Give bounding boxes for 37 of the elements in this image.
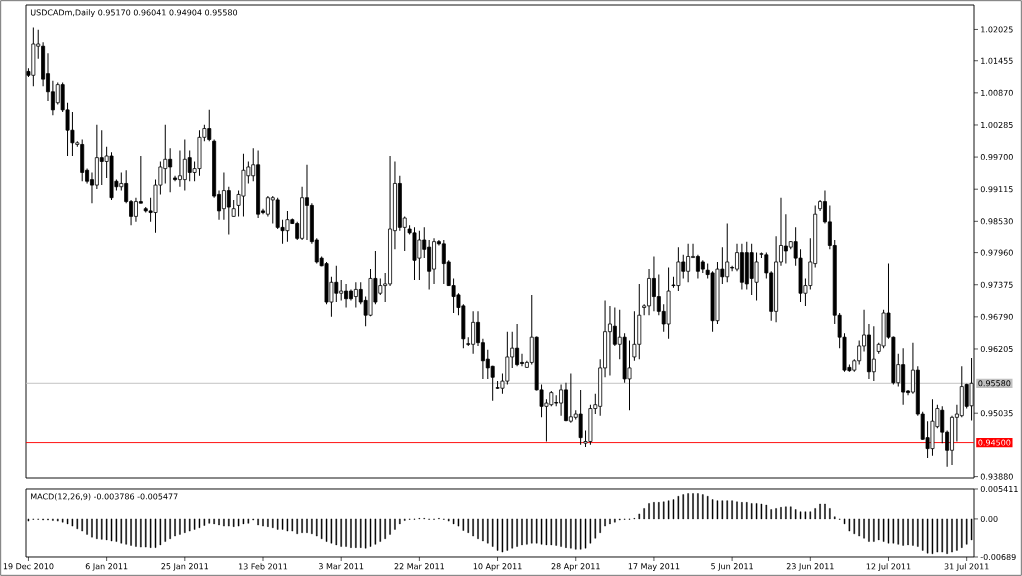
x-tick-label: 6 Jan 2011 [85, 563, 128, 571]
text: USDCADm,Daily 0.95170 0.96041 0.94904 0.95580 [30, 9, 238, 18]
x-tick-label: 19 Dec 2010 [3, 563, 54, 570]
y-tick-label: 1.00870 [981, 89, 1013, 96]
y-tick-label: 0.96790 [980, 313, 1013, 320]
x-tick-label: 22 Mar 2011 [394, 563, 444, 570]
ref-line-label: 0.94500 [978, 439, 1011, 446]
x-tick-label: 25 Jan 2011 [161, 563, 209, 571]
x-tick-label: 5 Jun 2011 [711, 563, 753, 571]
y-tick-label: 0.96205 [980, 345, 1013, 352]
y-tick-label: -0.00689 [980, 553, 1016, 561]
candlestick [632, 310, 637, 362]
x-tick-label: 12 Jul 2011 [866, 563, 911, 571]
candlestick [578, 389, 583, 446]
x-tick-label: 17 May 2011 [628, 563, 680, 571]
y-tick-label: 0.97375 [980, 281, 1013, 288]
y-tick-label: 0.93880 [980, 473, 1013, 480]
y-tick-label: 0.98530 [980, 218, 1013, 225]
x-tick-label: 31 Jul 2011 [944, 563, 989, 571]
x-tick-label: 3 Mar 2011 [318, 563, 364, 570]
y-tick-label: 0.97960 [980, 249, 1013, 256]
x-tick-label: 10 Apr 2011 [473, 563, 522, 571]
y-tick-label: 0.95035 [980, 410, 1013, 417]
y-tick-label: 0.99700 [980, 154, 1013, 161]
y-tick-label: 0.005411 [980, 485, 1018, 493]
x-tick-label: 13 Feb 2011 [238, 563, 288, 570]
y-tick-label: 1.01455 [981, 57, 1013, 64]
ref-line-label: 0.95580 [978, 380, 1011, 387]
y-tick-label: 1.02025 [981, 26, 1013, 33]
chart-title: MACD(12,26,9) -0.003786 -0.005477 [31, 493, 178, 501]
candlestick [226, 186, 231, 235]
y-tick-label: 0.00 [980, 515, 998, 522]
candlestick [871, 325, 876, 382]
y-tick-label: 0.99115 [980, 186, 1013, 193]
y-tick-label: 1.00285 [981, 121, 1013, 128]
x-tick-label: 28 Apr 2011 [551, 563, 600, 571]
x-tick-label: 23 Jun 2011 [786, 563, 834, 571]
